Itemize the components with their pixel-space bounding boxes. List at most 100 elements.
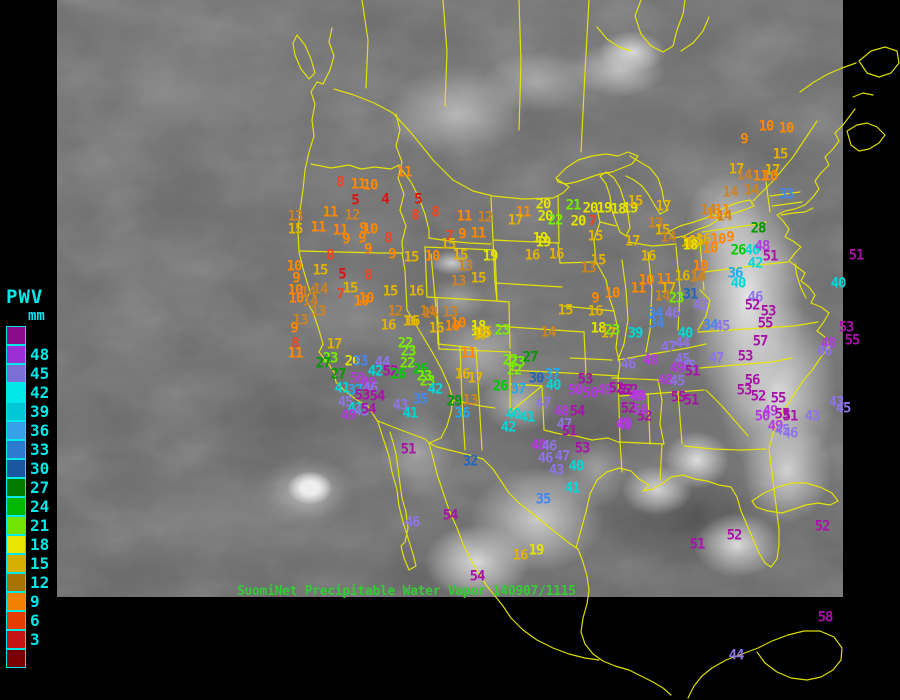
- station-pwv-value: 11: [752, 168, 769, 185]
- legend-value-label: 30: [30, 458, 50, 478]
- station-pwv-value: 20: [582, 200, 599, 217]
- station-pwv-value: 15: [772, 146, 789, 163]
- station-pwv-value: 22: [547, 212, 564, 229]
- station-pwv-value: 8: [384, 230, 393, 247]
- station-pwv-value: 51: [683, 392, 700, 409]
- station-pwv-value: 19: [596, 200, 613, 217]
- state-borders: [299, 113, 819, 481]
- station-pwv-value: 10: [288, 290, 305, 307]
- station-pwv-value: 7: [445, 228, 454, 245]
- station-pwv-value: 18: [474, 325, 491, 342]
- station-pwv-value: 22: [399, 355, 416, 372]
- station-pwv-value: 15: [470, 270, 487, 287]
- station-pwv-value: 52: [617, 382, 634, 399]
- station-pwv-value: 43: [353, 403, 370, 420]
- station-pwv-value: 15: [654, 222, 671, 239]
- station-pwv-value: 46: [620, 356, 637, 373]
- station-pwv-value: 15: [590, 252, 607, 269]
- station-pwv-value: 32: [462, 453, 479, 470]
- station-pwv-value: 46: [747, 289, 764, 306]
- legend-scale: 48 45 42 39 36 33 30 27 24 21 18 15 12 9 6 3: [6, 325, 70, 668]
- station-pwv-value: 36: [454, 405, 471, 422]
- station-pwv-value: 45: [774, 422, 791, 439]
- station-pwv-value: 14: [654, 288, 671, 305]
- legend-color-swatch: [6, 515, 26, 535]
- station-pwv-value: 19: [532, 230, 549, 247]
- station-pwv-value: 27: [522, 349, 539, 366]
- station-pwv-value: 17: [600, 325, 617, 342]
- legend-color-swatch: [6, 629, 26, 649]
- station-pwv-value: 8: [291, 335, 300, 352]
- station-pwv-value: 46: [816, 343, 833, 360]
- station-pwv-value: 55: [844, 332, 861, 349]
- station-pwv-value: 12: [387, 303, 404, 320]
- legend-value-label: 9: [30, 591, 40, 611]
- legend-value-label: 24: [30, 496, 50, 516]
- station-pwv-value: 51: [762, 248, 779, 265]
- station-pwv-value: 14: [540, 324, 557, 341]
- station-pwv-value: 11: [470, 225, 487, 242]
- legend-entry: 48: [6, 344, 70, 364]
- station-pwv-value: 45: [714, 318, 731, 335]
- station-pwv-value: 52: [620, 400, 637, 417]
- station-pwv-value: 51: [848, 247, 865, 264]
- station-pwv-value: 17: [728, 161, 745, 178]
- station-pwv-value: 10: [358, 290, 375, 307]
- station-pwv-value: 23: [322, 350, 339, 367]
- station-pwv-value: 15: [684, 235, 701, 252]
- station-pwv-value: 5: [414, 191, 423, 208]
- international-borders: [333, 0, 590, 550]
- station-pwv-value: 46: [541, 438, 558, 455]
- station-pwv-value: 10: [444, 318, 461, 335]
- station-pwv-value: 16: [674, 268, 691, 285]
- station-pwv-value: 15: [452, 247, 469, 264]
- station-pwv-value: 13: [462, 392, 479, 409]
- station-pwv-value: 22: [397, 335, 414, 352]
- station-pwv-value: 49: [616, 417, 633, 434]
- station-pwv-value: 50: [582, 385, 599, 402]
- station-pwv-value: 23: [400, 343, 417, 360]
- station-pwv-value: 18: [590, 320, 607, 337]
- legend-entry: 45: [6, 363, 70, 383]
- station-pwv-value: 18: [470, 318, 487, 335]
- station-pwv-value: 9: [388, 246, 397, 263]
- station-pwv-value: 29: [446, 393, 463, 410]
- station-pwv-value: 37: [347, 382, 364, 399]
- station-pwv-value: 46: [537, 450, 554, 467]
- station-pwv-value: 42: [427, 381, 444, 398]
- legend-entry: 15: [6, 553, 70, 573]
- station-pwv-value: 15: [557, 302, 574, 319]
- station-pwv-value: 17: [764, 162, 781, 179]
- station-pwv-value: 52: [750, 388, 767, 405]
- station-pwv-value: 11: [515, 204, 532, 221]
- legend-entry: [6, 648, 70, 668]
- station-pwv-value: 41: [519, 409, 536, 426]
- legend-title: PWV: [6, 286, 44, 308]
- station-pwv-value: 19: [535, 234, 552, 251]
- legend-color-swatch: [6, 648, 26, 668]
- legend-color-swatch: [6, 344, 26, 364]
- station-pwv-value: 13: [647, 215, 664, 232]
- station-pwv-value: 16: [428, 320, 445, 337]
- legend-entry: 33: [6, 439, 70, 459]
- station-pwv-value: 46: [782, 425, 799, 442]
- station-pwv-value: 13: [457, 258, 474, 275]
- legend-value-label: 42: [30, 382, 50, 402]
- station-pwv-value: 9: [591, 290, 600, 307]
- station-pwv-value: 46: [404, 514, 421, 531]
- station-pwv-value: 46: [362, 380, 379, 397]
- station-pwv-value: 49: [340, 407, 357, 424]
- station-pwv-value: 18: [610, 201, 627, 218]
- station-pwv-value: 52: [608, 380, 625, 397]
- station-pwv-value: 41: [334, 380, 351, 397]
- station-pwv-value: 14: [312, 281, 329, 298]
- station-pwv-value: 55: [670, 389, 687, 406]
- station-pwv-value: 15: [688, 233, 705, 250]
- station-pwv-value: 8: [411, 207, 420, 224]
- station-pwv-value: 40: [545, 377, 562, 394]
- station-pwv-value: 14: [690, 268, 707, 285]
- station-pwv-value: 39: [627, 325, 644, 342]
- station-pwv-value: 11: [332, 222, 349, 239]
- station-pwv-value: 16: [454, 366, 471, 383]
- station-pwv-value: 27: [315, 355, 332, 372]
